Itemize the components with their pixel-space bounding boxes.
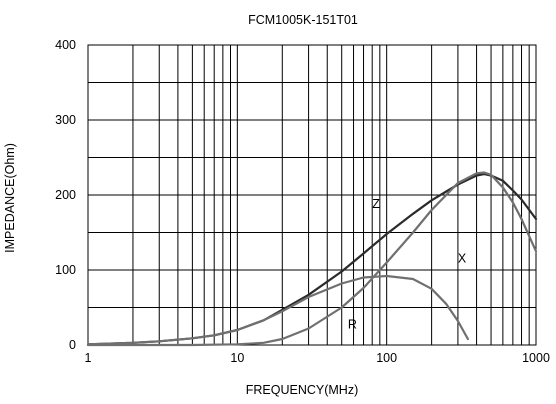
curve-label-x: X [458,252,467,266]
x-tick-label: 10 [230,351,244,365]
y-axis-label: IMPEDANCE(Ohm) [3,143,17,253]
x-tick-label: 1000 [522,351,550,365]
curve-label-z: Z [372,197,380,211]
series-line-z [86,172,538,346]
x-axis-label: FREQUENCY(MHz) [246,383,359,397]
y-tick-label: 400 [55,38,76,52]
y-tick-label: 300 [55,113,76,127]
tick-layer: 1 10 100 1000 0 100 200 300 400 [55,38,550,365]
y-tick-label: 200 [55,188,76,202]
plot-frame [87,44,537,346]
curve-label-layer: Z X R [348,197,467,332]
curve-label-r: R [348,318,357,332]
series-line-r [86,171,538,347]
y-tick-label: 100 [55,263,76,277]
chart-title: FCM1005K-151T01 [248,13,358,27]
y-tick-label: 0 [69,338,76,352]
series-line-x [86,274,469,346]
grid-layer [87,44,537,346]
x-tick-label: 1 [85,351,92,365]
x-tick-label: 100 [376,351,397,365]
series-layer [86,171,538,347]
